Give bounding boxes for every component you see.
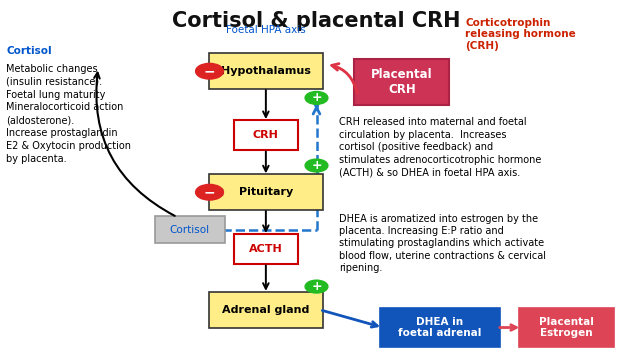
Text: +: + <box>311 280 322 293</box>
Text: DHEA in
foetal adrenal: DHEA in foetal adrenal <box>398 317 482 338</box>
Circle shape <box>196 184 223 200</box>
FancyBboxPatch shape <box>354 59 449 105</box>
Text: Hypothalamus: Hypothalamus <box>221 66 311 76</box>
FancyBboxPatch shape <box>234 234 298 264</box>
FancyBboxPatch shape <box>234 120 298 150</box>
Text: Placental
Estrogen: Placental Estrogen <box>539 317 594 338</box>
Text: Pituitary: Pituitary <box>239 187 293 197</box>
Text: Corticotrophin
releasing hormone
(CRH): Corticotrophin releasing hormone (CRH) <box>465 18 576 51</box>
FancyBboxPatch shape <box>380 308 500 347</box>
Text: −: − <box>204 185 215 199</box>
FancyBboxPatch shape <box>155 216 225 243</box>
FancyBboxPatch shape <box>209 292 323 328</box>
Text: CRH: CRH <box>253 130 279 140</box>
Text: Cortisol & placental CRH: Cortisol & placental CRH <box>172 11 461 31</box>
Text: CRH released into maternal and foetal
circulation by placenta.  Increases
cortis: CRH released into maternal and foetal ci… <box>339 117 541 177</box>
Text: DHEA is aromatized into estrogen by the
placenta. Increasing E:P ratio and
stimu: DHEA is aromatized into estrogen by the … <box>339 214 546 273</box>
FancyBboxPatch shape <box>209 174 323 210</box>
Circle shape <box>305 91 328 104</box>
Text: +: + <box>311 91 322 104</box>
Circle shape <box>305 159 328 172</box>
Text: Foetal HPA axis: Foetal HPA axis <box>226 25 306 35</box>
Text: Metabolic changes
(insulin resistance).
Foetal lung maturity
Mineralocorticoid a: Metabolic changes (insulin resistance). … <box>6 64 131 164</box>
Text: ACTH: ACTH <box>249 244 283 254</box>
FancyBboxPatch shape <box>519 308 614 347</box>
Text: Placental
CRH: Placental CRH <box>371 68 433 96</box>
FancyBboxPatch shape <box>209 53 323 89</box>
Circle shape <box>196 63 223 79</box>
Circle shape <box>305 280 328 293</box>
Text: Cortisol: Cortisol <box>170 225 210 235</box>
Text: Adrenal gland: Adrenal gland <box>222 305 310 315</box>
Text: Cortisol: Cortisol <box>6 46 52 56</box>
Text: −: − <box>204 64 215 78</box>
Text: +: + <box>311 159 322 172</box>
